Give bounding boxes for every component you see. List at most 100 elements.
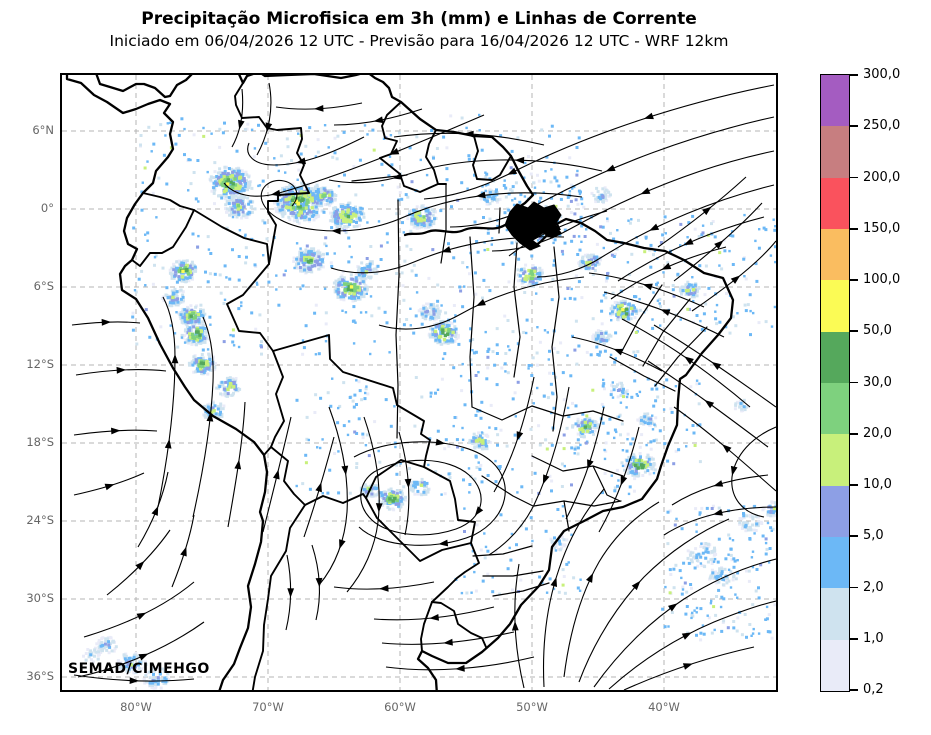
colorbar-tick — [850, 484, 858, 486]
colorbar-tick-label: 30,0 — [863, 374, 892, 390]
streamline-arrow — [476, 299, 486, 307]
streamline-arrow — [136, 612, 147, 620]
colorbar-tick — [850, 432, 858, 435]
streamline-arrow — [711, 361, 722, 370]
streamline-arrow — [438, 539, 449, 547]
colorbar-tick — [850, 689, 858, 691]
colorbar-segment — [821, 177, 849, 229]
lat-tick-label: 24°S — [26, 513, 54, 527]
streamline-arrow — [314, 105, 324, 112]
streamline-arrow — [270, 189, 281, 197]
streamline-arrow — [171, 353, 179, 364]
figure-header: Precipitação Microfisica em 3h (mm) e Li… — [62, 0, 776, 50]
streamline-arrow — [683, 238, 694, 246]
amazon-mouth-fill — [504, 201, 562, 251]
lon-tick-label: 40°W — [648, 700, 680, 714]
colorbar-tick-label: 20,0 — [863, 425, 892, 441]
page-title: Precipitação Microfisica em 3h (mm) e Li… — [141, 9, 697, 29]
streamline-arrow — [550, 577, 557, 587]
lat-tick-label: 12°S — [26, 357, 54, 371]
lon-tick-label: 50°W — [516, 700, 548, 714]
streamline-arrow — [206, 411, 214, 422]
colorbar-tick-label: 10,0 — [863, 477, 892, 492]
streamline-arrow — [586, 573, 594, 583]
colorbar-tick-label: 200,0 — [863, 169, 901, 185]
streamline-arrow — [514, 156, 525, 164]
colorbar-tick-label: 50,0 — [863, 323, 892, 339]
streamline-arrow — [111, 427, 121, 435]
lon-tick-label: 80°W — [120, 700, 152, 714]
colorbar-tick — [850, 637, 858, 640]
streamline-arrow — [704, 400, 715, 409]
streamline-arrow — [265, 122, 273, 133]
streamline-arrows-layer — [101, 105, 741, 684]
colorbar-segment — [821, 382, 849, 435]
colorbar — [820, 74, 850, 692]
streamline-arrow — [649, 223, 660, 231]
gridlines — [62, 75, 776, 690]
colorbar-tick-label: 2,0 — [863, 579, 884, 595]
colorbar-segment — [821, 126, 849, 178]
streamline-arrow — [341, 465, 349, 476]
colorbar-segment — [821, 331, 849, 383]
streamline-arrow — [443, 638, 453, 646]
colorbar-segment — [821, 485, 849, 537]
colorbar-tick — [850, 381, 858, 384]
colorbar-segment — [821, 228, 849, 281]
streamline-arrow — [702, 206, 712, 216]
streamline-arrow — [389, 148, 400, 155]
streamline-arrow — [516, 431, 524, 441]
colorbar-tick-label: 100,0 — [863, 272, 901, 287]
streamline-arrow — [730, 465, 738, 476]
colorbar-tick — [850, 125, 858, 128]
lat-tick-label: 30°S — [26, 591, 54, 605]
streamline-arrow — [620, 475, 628, 486]
streamline-arrow — [116, 366, 127, 374]
streamline-arrow — [135, 561, 145, 571]
lat-tick-label: 18°S — [26, 435, 54, 449]
streamline-arrow — [681, 632, 692, 640]
colorbar-tick — [850, 535, 858, 538]
streamline-arrow — [287, 588, 295, 598]
streamline-arrow — [429, 614, 439, 621]
streamline-arrow — [511, 621, 519, 631]
streamline-arrow — [587, 459, 594, 470]
streamline-arrow — [668, 603, 678, 612]
streamline-arrow — [435, 438, 446, 446]
streamline-arrow — [129, 677, 140, 684]
streamline-arrow — [507, 167, 518, 175]
streamline-arrow — [455, 664, 465, 672]
streamline-arrow — [542, 474, 550, 485]
streamline-arrow — [392, 173, 403, 180]
streamline-arrow — [373, 116, 384, 124]
map-plot-area: SEMAD/CIMEHGO — [60, 73, 778, 692]
coastline — [65, 75, 735, 690]
colorbar-segment — [821, 588, 849, 640]
streamline-arrow — [375, 503, 383, 513]
streamline-arrow — [684, 356, 694, 365]
lat-tick-label: 36°S — [26, 669, 54, 683]
streamline-arrow — [464, 130, 474, 138]
page-subtitle: Iniciado em 06/04/2026 12 UTC - Previsão… — [109, 31, 729, 50]
watermark: SEMAD/CIMEHGO — [68, 661, 210, 677]
streamline-arrow — [643, 112, 654, 120]
colorbar-tick — [850, 586, 858, 589]
colorbar-segment — [821, 280, 849, 332]
streamline-arrow — [474, 506, 484, 516]
streamline-arrow — [101, 318, 112, 326]
streamline-arrow — [441, 246, 452, 253]
streamline-arrow — [238, 119, 245, 130]
colorbar-tick — [850, 330, 858, 333]
streamline-arrow — [730, 275, 741, 284]
streamline-arrow — [722, 444, 732, 453]
colorbar-tick-label: 150,0 — [863, 220, 901, 236]
streamline-arrow — [712, 509, 723, 516]
streamline-arrow — [550, 223, 561, 231]
streamline-arrow — [613, 348, 624, 356]
streamline-arrow — [315, 577, 323, 588]
lon-tick-label: 60°W — [384, 700, 416, 714]
streamline-arrow — [640, 187, 651, 195]
streamline-arrow — [138, 653, 149, 661]
streamline-arrow — [164, 438, 172, 449]
